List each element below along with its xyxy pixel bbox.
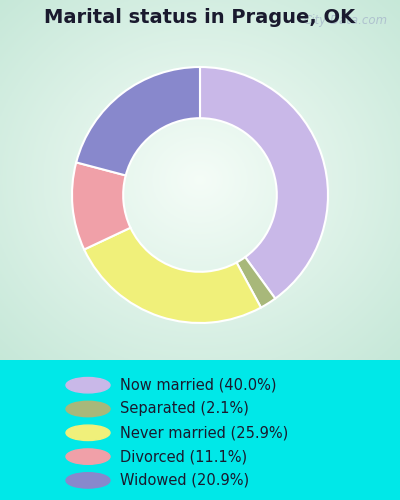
Text: Divorced (11.1%): Divorced (11.1%) xyxy=(120,449,247,464)
Text: Marital status in Prague, OK: Marital status in Prague, OK xyxy=(44,8,356,27)
Text: Never married (25.9%): Never married (25.9%) xyxy=(120,426,288,440)
Circle shape xyxy=(66,378,110,393)
Circle shape xyxy=(66,402,110,416)
Text: Now married (40.0%): Now married (40.0%) xyxy=(120,378,276,392)
Circle shape xyxy=(66,449,110,464)
Text: Separated (2.1%): Separated (2.1%) xyxy=(120,402,249,416)
Wedge shape xyxy=(200,67,328,298)
Text: Widowed (20.9%): Widowed (20.9%) xyxy=(120,473,249,488)
Circle shape xyxy=(66,472,110,488)
Wedge shape xyxy=(72,162,130,250)
Wedge shape xyxy=(76,67,200,176)
Circle shape xyxy=(66,425,110,440)
Wedge shape xyxy=(236,257,275,308)
Text: City-Data.com: City-Data.com xyxy=(304,14,388,28)
Wedge shape xyxy=(84,228,261,323)
